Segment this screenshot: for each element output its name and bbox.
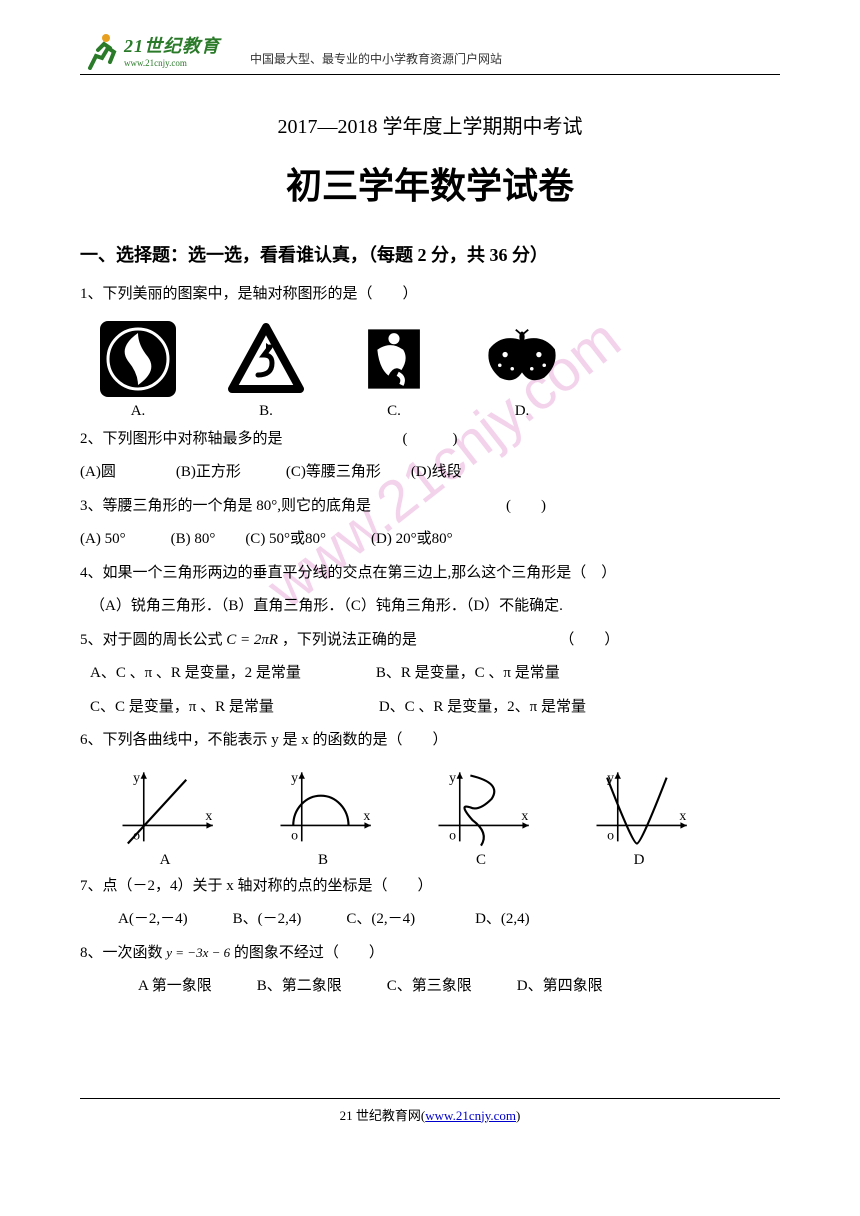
question-6: 6、下列各曲线中，不能表示 y 是 x 的函数的是（ ） <box>80 725 780 757</box>
q1-label-a: A. <box>131 403 146 420</box>
footer-post: ) <box>516 1108 520 1123</box>
q5-options-2: C、C 是变量，π 、R 是常量 D、C 、R 是变量，2、π 是常量 <box>80 692 780 724</box>
q5-formula: C = 2πR <box>226 632 278 648</box>
question-3: 3、等腰三角形的一个角是 80°,则它的底角是 ( ) <box>80 491 780 523</box>
question-7: 7、点（－2，4）关于 x 轴对称的点的坐标是（ ） <box>80 871 780 903</box>
q8-pre: 8、一次函数 <box>80 945 166 961</box>
header-tagline: 中国最大型、最专业的中小学教育资源门户网站 <box>250 50 502 67</box>
q1-option-a-icon <box>98 319 178 399</box>
svg-text:x: x <box>679 808 686 823</box>
q4-options: （A）锐角三角形．（B）直角三角形．（C）钝角三角形．（D）不能确定. <box>80 591 780 623</box>
page-header: 21世纪教育 www.21cnjy.com 中国最大型、最专业的中小学教育资源门… <box>80 30 780 75</box>
footer-pre: 21 世纪教育网( <box>340 1108 426 1123</box>
q5-options-1: A、C 、π 、R 是变量，2 是常量 B、R 是变量，C 、π 是常量 <box>80 658 780 690</box>
q5-pre: 5、对于圆的周长公式 <box>80 632 223 648</box>
q7-options: A(－2,－4) B、(－2,4) C、(2,－4) D、(2,4) <box>80 904 780 936</box>
q8-post: 的图象不经过（ ） <box>234 945 384 961</box>
svg-text:x: x <box>521 808 528 823</box>
q6-graph-b: o x y <box>268 767 378 852</box>
svg-text:y: y <box>291 769 298 784</box>
q2-options: (A)圆 (B)正方形 (C)等腰三角形 (D)线段 <box>80 457 780 489</box>
runner-icon <box>80 30 120 70</box>
question-2: 2、下列图形中对称轴最多的是 ( ) <box>80 424 780 456</box>
q6-label-c: C <box>476 852 486 869</box>
site-logo: 21世纪教育 www.21cnjy.com <box>80 30 220 70</box>
question-8: 8、一次函数 y = −3x − 6 的图象不经过（ ） <box>80 938 780 970</box>
q6-label-a: A <box>160 852 171 869</box>
q6-graphs: o x y A o x y B o x y C <box>110 767 780 869</box>
q8-formula: y = −3x − 6 <box>166 945 230 960</box>
exam-year-line: 2017—2018 学年度上学期期中考试 <box>80 110 780 139</box>
q1-option-b-icon <box>226 319 306 399</box>
svg-text:y: y <box>133 769 140 784</box>
q6-graph-c: o x y <box>426 767 536 852</box>
q1-label-d: D. <box>515 403 530 420</box>
q1-option-c-icon <box>354 319 434 399</box>
question-4: 4、如果一个三角形两边的垂直平分线的交点在第三边上,那么这个三角形是（ ） <box>80 558 780 590</box>
q6-graph-a: o x y <box>110 767 220 852</box>
page-footer: 21 世纪教育网(www.21cnjy.com) <box>80 1098 780 1124</box>
svg-text:o: o <box>449 827 456 842</box>
q1-option-d-icon <box>482 319 562 399</box>
section-1-header: 一、选择题：选一选，看看谁认真，（每题 2 分，共 36 分） <box>80 241 780 267</box>
q1-label-c: C. <box>387 403 401 420</box>
q6-graph-d: o x y <box>584 767 694 852</box>
footer-link[interactable]: www.21cnjy.com <box>425 1108 516 1123</box>
q1-label-b: B. <box>259 403 273 420</box>
question-1: 1、下列美丽的图案中，是轴对称图形的是（ ） <box>80 279 780 311</box>
exam-title: 初三学年数学试卷 <box>80 157 780 209</box>
q8-options: A 第一象限 B、第二象限 C、第三象限 D、第四象限 <box>80 971 780 1003</box>
q5-post: ，下列说法正确的是 （ ） <box>282 632 620 648</box>
q3-options: (A) 50° (B) 80° (C) 50°或80° (D) 20°或80° <box>80 524 780 556</box>
question-5: 5、对于圆的周长公式 C = 2πR ，下列说法正确的是 （ ） <box>80 625 780 657</box>
q6-label-b: B <box>318 852 328 869</box>
q6-label-d: D <box>634 852 645 869</box>
svg-text:o: o <box>291 827 298 842</box>
svg-text:x: x <box>205 808 212 823</box>
q1-images: A. B. C. <box>98 319 780 420</box>
svg-text:y: y <box>449 769 456 784</box>
logo-title: 21世纪教育 <box>124 32 220 58</box>
svg-text:x: x <box>363 808 370 823</box>
logo-url: www.21cnjy.com <box>124 58 220 68</box>
svg-text:o: o <box>607 827 614 842</box>
